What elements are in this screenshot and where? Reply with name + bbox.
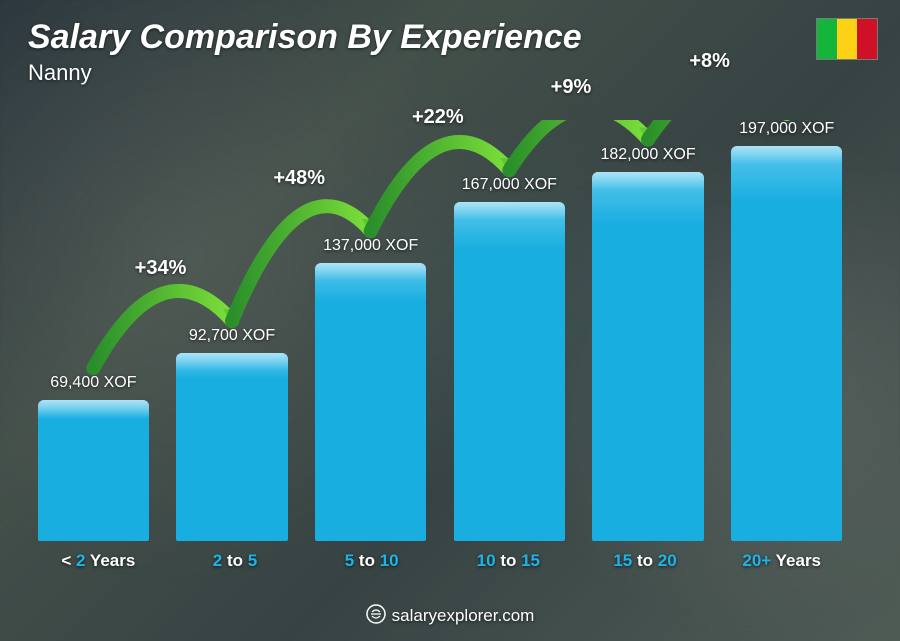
bar-top-highlight	[731, 146, 842, 164]
bar-top-highlight	[592, 172, 703, 190]
bar	[315, 263, 426, 541]
flag-stripe-2	[837, 19, 857, 59]
flag-icon	[816, 18, 878, 60]
x-label: 10 to 15	[440, 551, 577, 571]
x-label: 20+ Years	[713, 551, 850, 571]
increase-label: +34%	[135, 257, 187, 280]
x-label: < 2 Years	[30, 551, 167, 571]
bar	[454, 202, 565, 541]
x-label: 15 to 20	[577, 551, 714, 571]
bar-wrap: 197,000 XOF	[723, 120, 850, 541]
x-label: 5 to 10	[303, 551, 440, 571]
bar-value-label: 182,000 XOF	[600, 146, 695, 164]
x-label: 2 to 5	[167, 551, 304, 571]
bar	[592, 172, 703, 541]
bar-wrap: 182,000 XOF	[585, 120, 712, 541]
bars-container: 69,400 XOF 92,700 XOF 137,000 XOF 167,000 X…	[30, 120, 850, 541]
footer: salaryexplorer.com	[0, 604, 900, 629]
increase-label: +9%	[551, 76, 592, 99]
logo-icon	[366, 604, 386, 629]
flag-stripe-1	[817, 19, 837, 59]
bar-value-label: 137,000 XOF	[323, 237, 418, 255]
bar-value-label: 167,000 XOF	[462, 176, 557, 194]
salary-chart: 69,400 XOF 92,700 XOF 137,000 XOF 167,000 X…	[30, 120, 850, 571]
flag-stripe-3	[857, 19, 877, 59]
increase-label: +48%	[273, 167, 325, 190]
x-labels: < 2 Years2 to 55 to 1010 to 1515 to 2020…	[30, 551, 850, 571]
bar-wrap: 69,400 XOF	[30, 120, 157, 541]
bar	[176, 353, 287, 541]
footer-text: salaryexplorer.com	[392, 606, 535, 625]
bar-wrap: 137,000 XOF	[307, 120, 434, 541]
bar	[38, 400, 149, 541]
content: Salary Comparison By Experience Nanny Av…	[0, 0, 900, 641]
bar-top-highlight	[38, 400, 149, 418]
bar-top-highlight	[315, 263, 426, 281]
page-subtitle: Nanny	[28, 60, 92, 86]
bar-wrap: 167,000 XOF	[446, 120, 573, 541]
bar	[731, 146, 842, 541]
bar-top-highlight	[176, 353, 287, 371]
bar-value-label: 92,700 XOF	[189, 327, 275, 345]
increase-label: +8%	[689, 50, 730, 73]
increase-label: +22%	[412, 106, 464, 129]
page-title: Salary Comparison By Experience	[28, 18, 582, 57]
bar-top-highlight	[454, 202, 565, 220]
bar-value-label: 69,400 XOF	[50, 374, 136, 392]
bar-value-label: 197,000 XOF	[739, 120, 834, 138]
